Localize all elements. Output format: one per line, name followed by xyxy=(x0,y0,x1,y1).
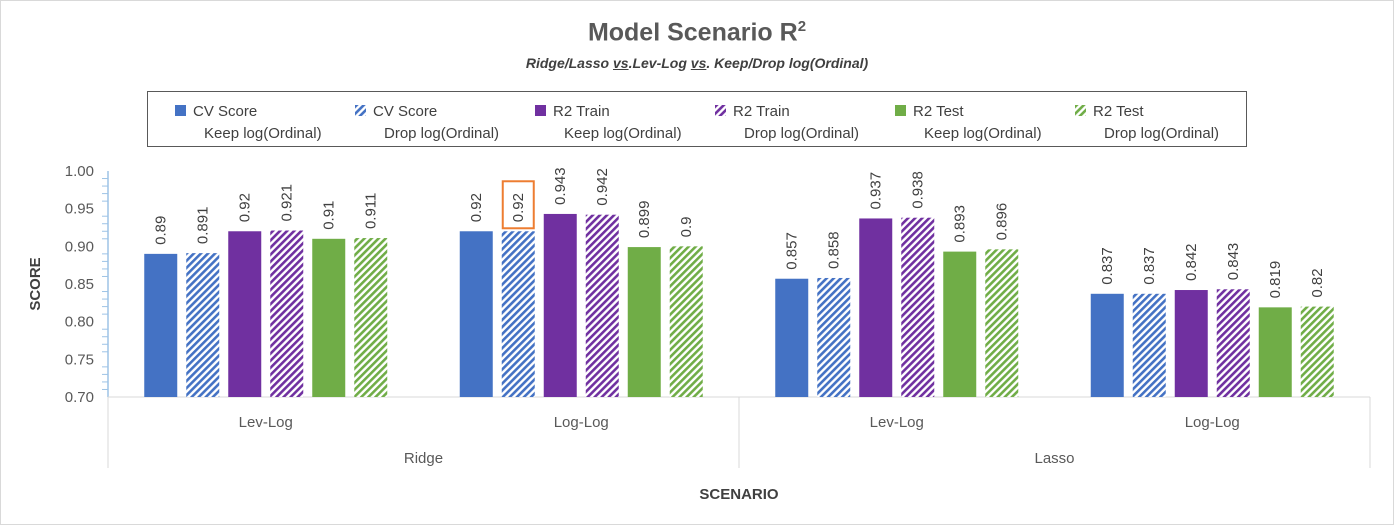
y-tick-label: 0.75 xyxy=(65,351,94,368)
bar xyxy=(354,238,388,397)
legend-label-line1: R2 Test xyxy=(1093,103,1144,120)
y-tick-label: 0.95 xyxy=(65,201,94,218)
data-label: 0.82 xyxy=(1309,268,1326,297)
legend-swatch xyxy=(715,105,726,116)
legend-label-line1: R2 Train xyxy=(733,103,790,120)
x-category-label: Log-Log xyxy=(1185,414,1240,431)
bar xyxy=(1090,293,1124,397)
data-label: 0.843 xyxy=(1225,243,1242,281)
y-tick-label: 0.85 xyxy=(65,276,94,293)
legend-label-line2: Keep log(Ordinal) xyxy=(204,125,322,142)
data-label: 0.893 xyxy=(952,205,969,243)
data-label: 0.911 xyxy=(363,193,380,229)
bar xyxy=(270,230,304,397)
data-label: 0.857 xyxy=(784,232,801,270)
data-label: 0.899 xyxy=(636,201,653,239)
bar xyxy=(775,278,809,397)
bar xyxy=(144,253,178,397)
bar xyxy=(943,251,977,397)
legend-swatch xyxy=(1075,105,1086,116)
highlight-box xyxy=(501,180,535,230)
legend-label-line2: Drop log(Ordinal) xyxy=(1104,125,1220,142)
legend-swatch xyxy=(355,105,366,116)
y-tick-label: 1.00 xyxy=(65,163,94,180)
bar xyxy=(1132,293,1166,397)
bar xyxy=(901,217,935,397)
x-category-label: Log-Log xyxy=(554,414,609,431)
bar xyxy=(186,253,220,397)
data-label: 0.819 xyxy=(1267,261,1284,299)
legend-swatch xyxy=(175,105,186,116)
bar xyxy=(228,231,262,397)
bar xyxy=(459,231,493,397)
bar xyxy=(985,249,1019,397)
chart-title-text: Model Scenario R xyxy=(587,18,798,47)
chart-legend: CV Score Keep log(Ordinal) CV Score Drop lo… xyxy=(147,91,1247,147)
x-axis-title: SCENARIO xyxy=(699,486,779,503)
bar xyxy=(1258,307,1292,397)
legend-label-line2: Keep log(Ordinal) xyxy=(924,125,1042,142)
data-label: 0.89 xyxy=(153,216,170,245)
bar xyxy=(627,247,661,397)
bar xyxy=(1174,290,1208,397)
legend-swatch xyxy=(895,105,906,116)
x-category-label: Lev-Log xyxy=(870,414,924,431)
data-label: 0.858 xyxy=(826,231,843,269)
data-label: 0.842 xyxy=(1183,243,1200,281)
subtitle-part: . Keep/Drop log(Ordinal) xyxy=(706,55,869,71)
data-label: 0.896 xyxy=(994,203,1011,241)
bar xyxy=(669,246,703,397)
legend-label-line1: CV Score xyxy=(373,103,438,120)
bar xyxy=(1216,289,1250,397)
data-label: 0.92 xyxy=(510,193,527,222)
bar xyxy=(585,214,619,397)
y-axis-title: SCORE xyxy=(27,257,44,310)
legend-label-line1: CV Score xyxy=(193,103,258,120)
legend-swatch xyxy=(535,105,546,116)
bar xyxy=(501,231,535,397)
data-label: 0.92 xyxy=(237,193,254,222)
bar xyxy=(1300,306,1334,397)
chart-title: Model Scenario R2 xyxy=(0,18,1394,47)
data-label: 0.938 xyxy=(910,171,927,209)
chart-title-superscript: 2 xyxy=(797,18,807,35)
data-label: 0.921 xyxy=(279,184,296,222)
data-label: 0.891 xyxy=(195,207,212,245)
data-label: 0.91 xyxy=(321,201,338,230)
legend-label-line2: Keep log(Ordinal) xyxy=(564,125,682,142)
data-label: 0.837 xyxy=(1099,247,1116,285)
legend-label-line2: Drop log(Ordinal) xyxy=(384,125,500,142)
subtitle-part: vs xyxy=(612,55,629,71)
data-label: 0.92 xyxy=(468,193,485,222)
data-label: 0.943 xyxy=(552,167,569,205)
bar xyxy=(543,213,577,397)
x-group-label: Lasso xyxy=(1034,450,1074,467)
subtitle-part: vs xyxy=(690,55,707,71)
x-group-label: Ridge xyxy=(404,450,443,467)
data-label: 0.837 xyxy=(1141,247,1158,285)
chart-subtitle: Ridge/Lasso vs.Lev-Log vs. Keep/Drop log… xyxy=(0,55,1394,71)
y-tick-label: 0.70 xyxy=(65,389,94,406)
subtitle-part: .Lev-Log xyxy=(628,55,691,71)
legend-label-line1: R2 Train xyxy=(553,103,610,120)
bar xyxy=(312,238,346,397)
data-label: 0.9 xyxy=(678,216,695,237)
legend-label-line2: Drop log(Ordinal) xyxy=(744,125,860,142)
data-label: 0.942 xyxy=(594,168,611,206)
subtitle-part: Ridge/Lasso xyxy=(525,55,613,71)
bar xyxy=(859,218,893,397)
y-tick-label: 0.90 xyxy=(65,238,94,255)
data-label: 0.937 xyxy=(868,172,885,210)
bar xyxy=(817,277,851,397)
y-tick-label: 0.80 xyxy=(65,314,94,331)
legend-label-line1: R2 Test xyxy=(913,103,964,120)
x-category-label: Lev-Log xyxy=(239,414,293,431)
